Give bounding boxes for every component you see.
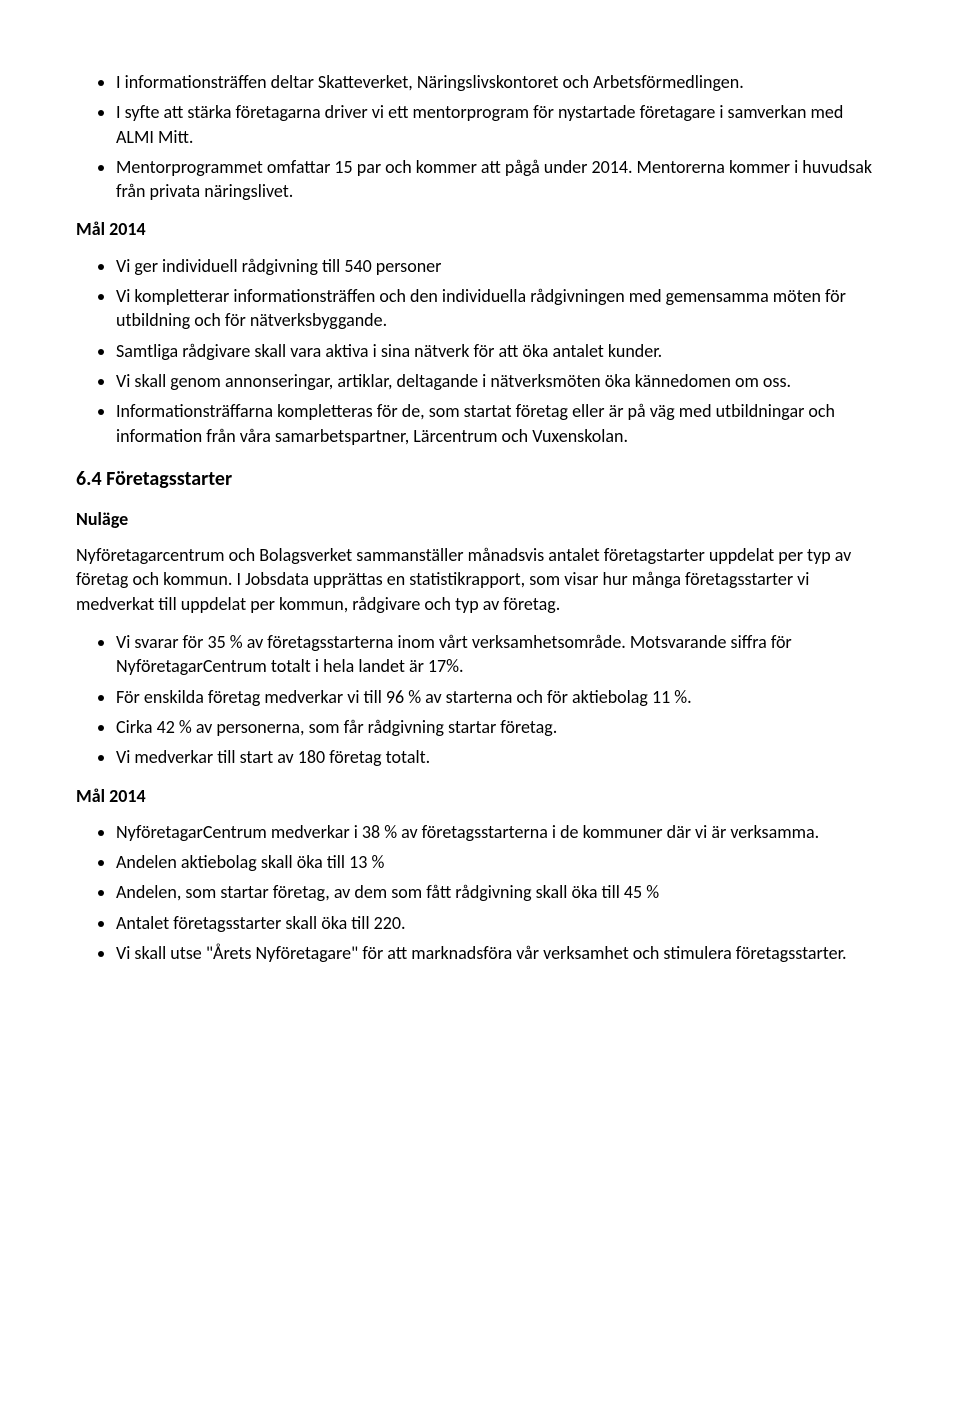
list-item: Andelen, som startar företag, av dem som… [116,880,884,904]
list-item: Vi skall genom annonseringar, artiklar, … [116,369,884,393]
list-item: I informationsträffen deltar Skatteverke… [116,70,884,94]
list-item: Andelen aktiebolag skall öka till 13 % [116,850,884,874]
bullet-list-mal-a: Vi ger individuell rådgivning till 540 p… [76,254,884,448]
bullet-list-intro: I informationsträffen deltar Skatteverke… [76,70,884,203]
list-item: Cirka 42 % av personerna, som får rådgiv… [116,715,884,739]
bullet-list-mal-b: NyföretagarCentrum medverkar i 38 % av f… [76,820,884,965]
list-item: Informationsträffarna kompletteras för d… [116,399,884,448]
paragraph-nulage: Nyföretagarcentrum och Bolagsverket samm… [76,543,884,616]
heading-section-6-4: 6.4 Företagsstarter [76,466,884,493]
list-item: NyföretagarCentrum medverkar i 38 % av f… [116,820,884,844]
heading-mal-2014-a: Mål 2014 [76,217,884,241]
list-item: Vi kompletterar informationsträffen och … [116,284,884,333]
list-item: Mentorprogrammet omfattar 15 par och kom… [116,155,884,204]
list-item: I syfte att stärka företagarna driver vi… [116,100,884,149]
list-item: Antalet företagsstarter skall öka till 2… [116,911,884,935]
list-item: Vi skall utse "Årets Nyföretagare" för a… [116,941,884,965]
list-item: Vi ger individuell rådgivning till 540 p… [116,254,884,278]
heading-nulage: Nuläge [76,507,884,531]
bullet-list-nulage: Vi svarar för 35 % av företagsstarterna … [76,630,884,769]
list-item: Vi medverkar till start av 180 företag t… [116,745,884,769]
list-item: Vi svarar för 35 % av företagsstarterna … [116,630,884,679]
list-item: För enskilda företag medverkar vi till 9… [116,685,884,709]
list-item: Samtliga rådgivare skall vara aktiva i s… [116,339,884,363]
heading-mal-2014-b: Mål 2014 [76,784,884,808]
